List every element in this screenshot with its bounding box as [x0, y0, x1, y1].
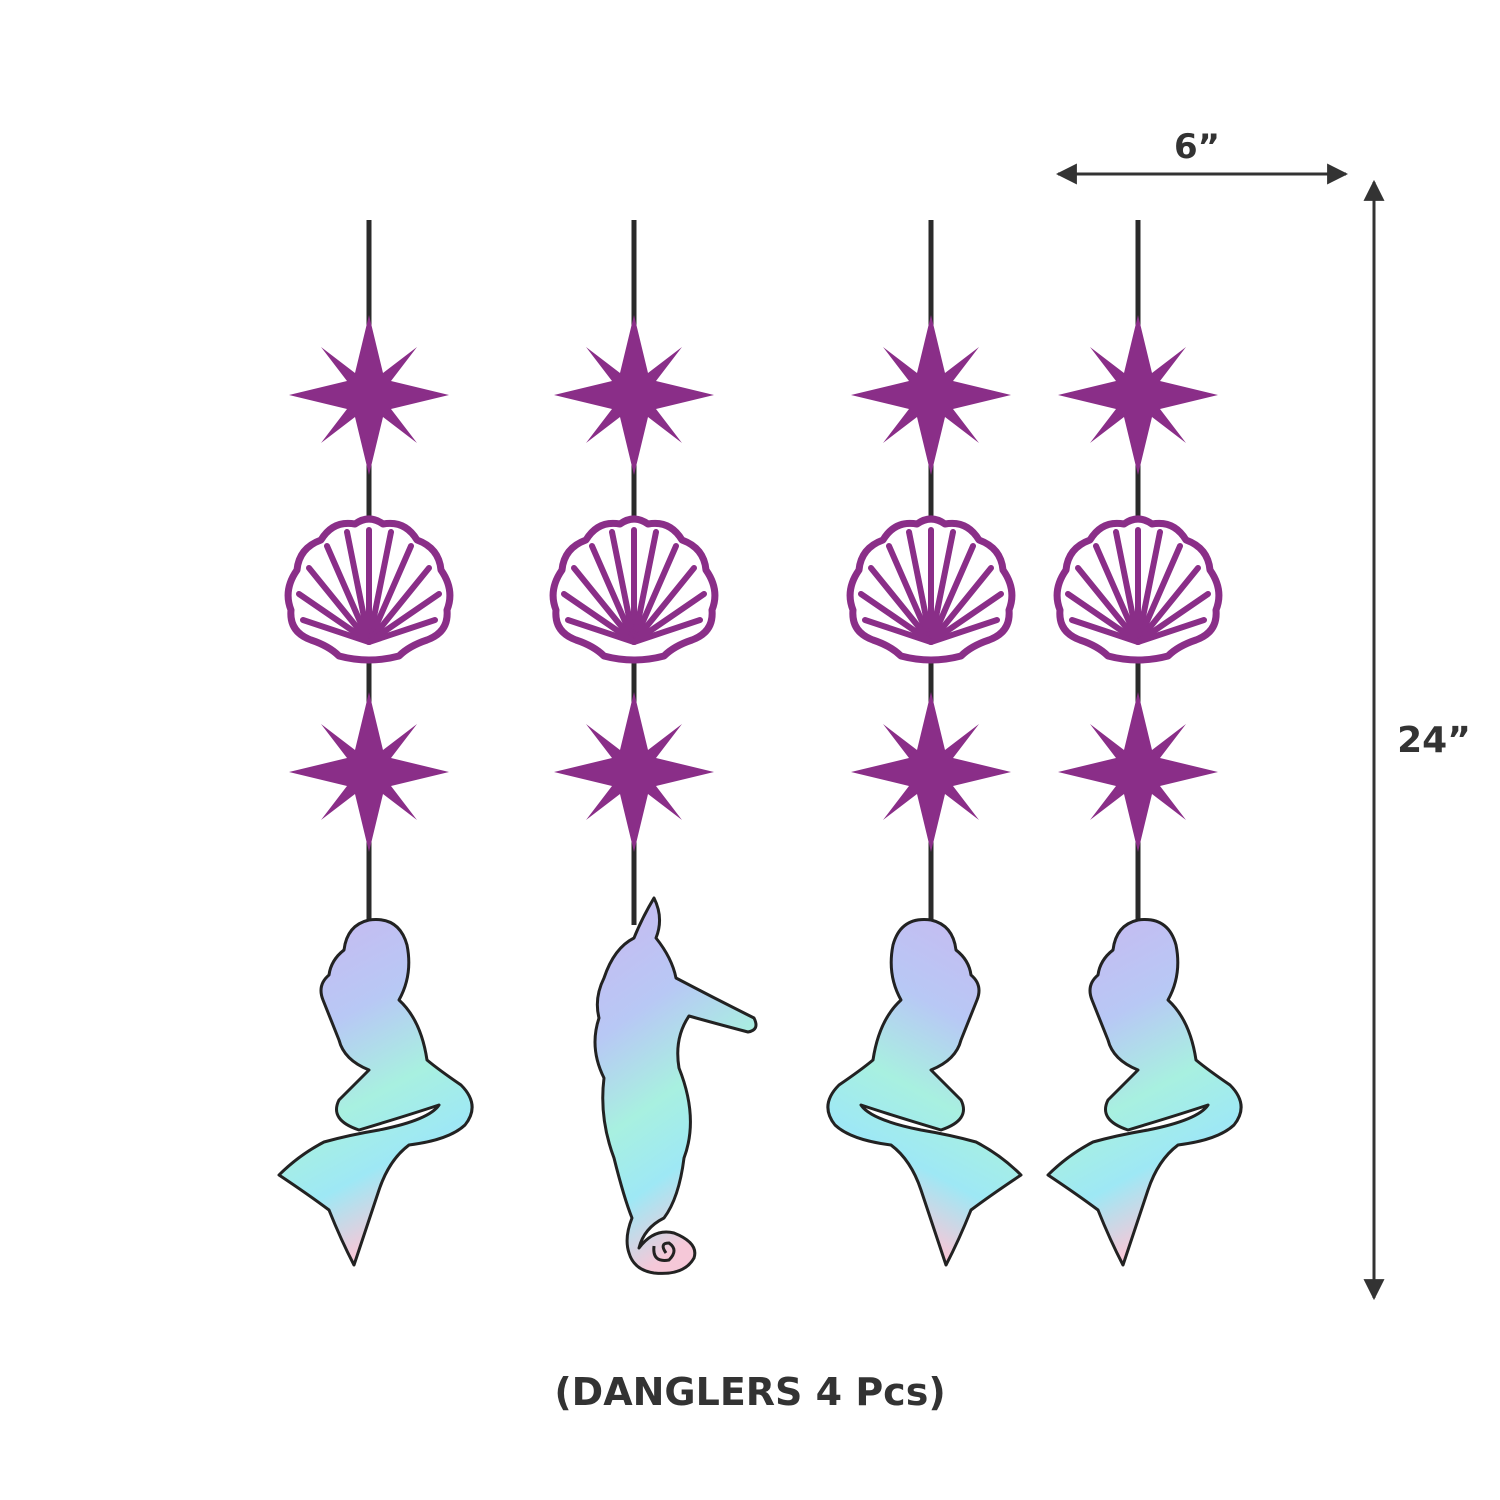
- star-cutout: [851, 692, 1011, 852]
- shell-cutout: [553, 519, 715, 660]
- dangler-3: [826, 220, 1023, 1267]
- height-dimension: 24”: [1363, 179, 1471, 1301]
- shell-cutout: [288, 519, 450, 660]
- shell-cutout: [850, 519, 1012, 660]
- dangler-4: [1046, 220, 1243, 1267]
- width-dimension: 6”: [1055, 127, 1349, 185]
- shell-cutout: [1057, 519, 1219, 660]
- star-cutout: [851, 315, 1011, 475]
- height-label: 24”: [1397, 720, 1471, 761]
- mermaid-cutout: [826, 918, 1023, 1267]
- star-cutout: [289, 315, 449, 475]
- star-cutout: [1058, 315, 1218, 475]
- star-cutout: [554, 692, 714, 852]
- mermaid-cutout: [1046, 918, 1243, 1267]
- caption: (DANGLERS 4 Pcs): [554, 1370, 945, 1414]
- dangler-1: [277, 220, 474, 1267]
- mermaid-cutout: [277, 918, 474, 1267]
- star-cutout: [1058, 692, 1218, 852]
- seahorse-cutout: [593, 896, 758, 1275]
- star-cutout: [289, 692, 449, 852]
- width-label: 6”: [1174, 127, 1220, 167]
- star-cutout: [554, 315, 714, 475]
- dangler-2: [553, 220, 758, 1275]
